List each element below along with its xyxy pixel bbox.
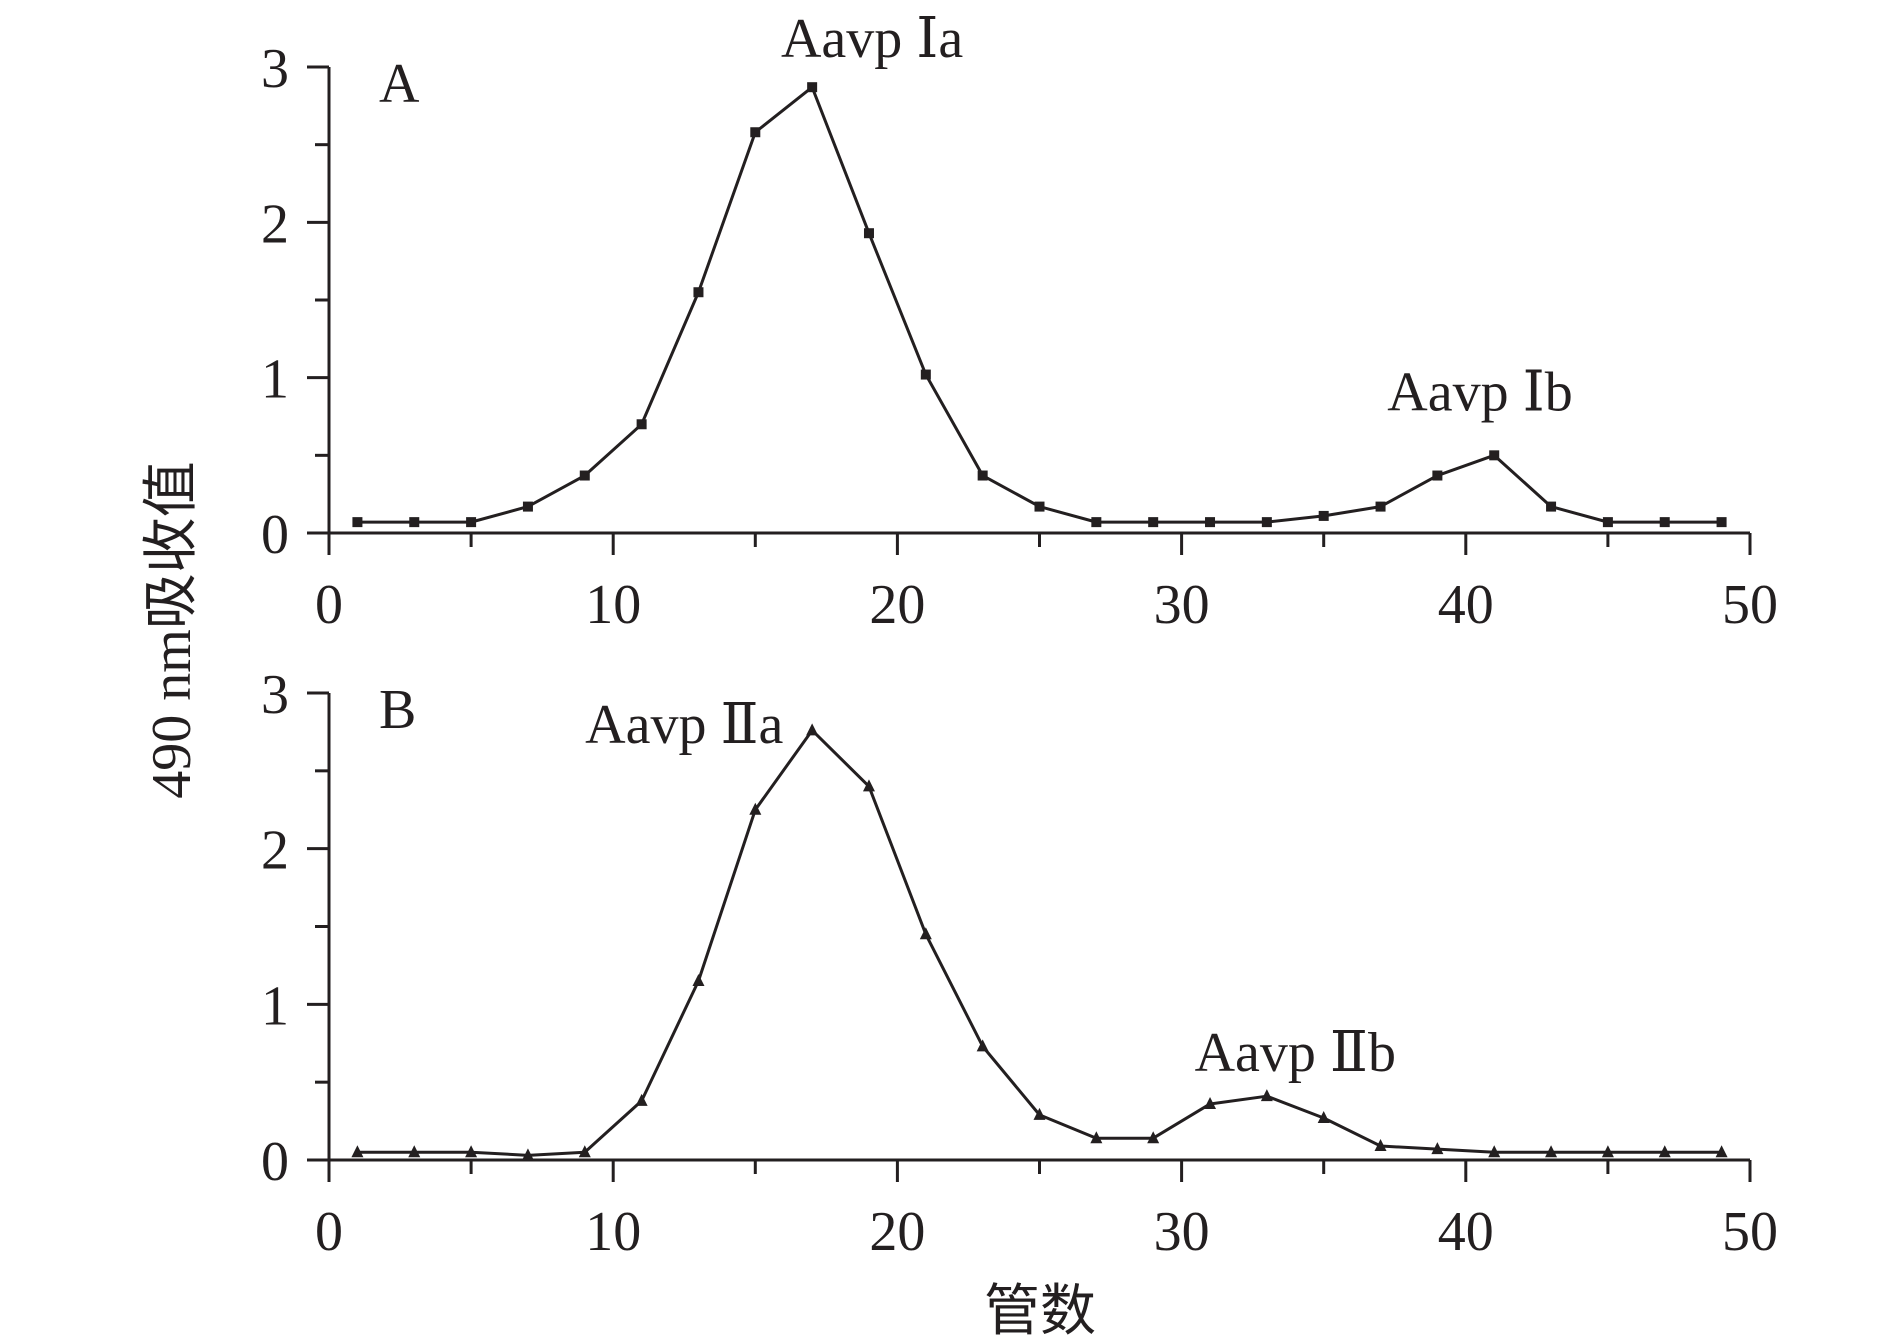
data-point xyxy=(1091,517,1102,528)
data-point xyxy=(1601,1145,1614,1158)
x-tick-label: 0 xyxy=(315,574,343,636)
peak-annotation: Aavp Ⅱb xyxy=(1195,1022,1396,1084)
data-point xyxy=(465,1145,478,1158)
y-tick-label: 0 xyxy=(261,504,289,566)
data-point xyxy=(863,228,874,239)
data-point xyxy=(1261,517,1272,528)
y-tick-label: 3 xyxy=(261,664,289,726)
data-point xyxy=(806,723,819,736)
y-tick-label: 2 xyxy=(261,193,289,255)
data-point xyxy=(1546,501,1557,512)
data-point xyxy=(1148,517,1159,528)
data-point xyxy=(862,779,875,792)
data-point xyxy=(521,1148,534,1161)
data-point xyxy=(1205,517,1216,528)
x-axis-label: 管数 xyxy=(984,1281,1096,1341)
x-tick-label: 50 xyxy=(1722,574,1778,636)
series-line xyxy=(357,85,1722,524)
data-point xyxy=(1090,1131,1103,1144)
data-point xyxy=(1147,1131,1160,1144)
data-point xyxy=(1431,1142,1444,1155)
data-point xyxy=(1317,1110,1330,1123)
y-tick-label: 1 xyxy=(261,975,289,1037)
y-tick-label: 3 xyxy=(261,38,289,100)
data-point xyxy=(1033,1107,1046,1120)
panel-B: 0 10 20 30 40 50 0 1 2 3 B Aavp Ⅱa Aavp Ⅱb xyxy=(261,664,1778,1263)
data-point xyxy=(351,1145,364,1158)
x-tick-label: 30 xyxy=(1154,574,1210,636)
data-point xyxy=(1374,1138,1387,1151)
x-tick-label: 50 xyxy=(1722,1201,1778,1263)
y-axis-label: 490 nm吸收值 xyxy=(141,461,203,799)
data-point xyxy=(636,419,647,430)
series-line xyxy=(357,728,1722,1157)
data-point xyxy=(976,1039,989,1052)
data-point xyxy=(635,1093,648,1106)
x-tick-label: 20 xyxy=(869,574,925,636)
data-point xyxy=(749,802,762,815)
peak-annotation: Aavp Ⅱa xyxy=(585,694,783,756)
data-point xyxy=(750,127,761,138)
data-point xyxy=(1545,1145,1558,1158)
peak-annotation: Aavp Ⅰb xyxy=(1387,361,1572,423)
data-point xyxy=(1715,1145,1728,1158)
data-point xyxy=(579,470,590,481)
data-point xyxy=(408,1145,421,1158)
y-tick-label: 0 xyxy=(261,1131,289,1193)
x-tick-label: 20 xyxy=(869,1201,925,1263)
data-point xyxy=(692,973,705,986)
data-point xyxy=(1488,1145,1501,1158)
x-tick-label: 10 xyxy=(585,574,641,636)
x-tick-label: 40 xyxy=(1438,574,1494,636)
x-tick-label: 10 xyxy=(585,1201,641,1263)
x-tick-label: 0 xyxy=(315,1201,343,1263)
data-point xyxy=(466,517,477,528)
y-tick-label: 1 xyxy=(261,349,289,411)
data-point xyxy=(1658,1145,1671,1158)
data-point xyxy=(1489,450,1500,461)
data-point xyxy=(977,470,988,481)
data-point xyxy=(522,501,533,512)
data-point xyxy=(920,369,931,380)
panel-label: B xyxy=(379,679,416,741)
data-point xyxy=(1432,470,1443,481)
data-point xyxy=(1204,1096,1217,1109)
data-point xyxy=(1375,501,1386,512)
data-point xyxy=(1602,517,1613,528)
data-point xyxy=(409,517,420,528)
peak-annotation: Aavp Ⅰa xyxy=(781,8,963,70)
data-point xyxy=(693,287,704,298)
data-point xyxy=(1260,1089,1273,1102)
data-point xyxy=(1318,510,1329,521)
data-point xyxy=(352,517,363,528)
y-tick-label: 2 xyxy=(261,820,289,882)
data-point xyxy=(1034,501,1045,512)
data-point xyxy=(578,1145,591,1158)
x-tick-label: 40 xyxy=(1438,1201,1494,1263)
panel-A: 0 10 20 30 40 50 0 1 2 3 A Aavp Ⅰa Aavp Ⅰb xyxy=(261,8,1778,636)
panel-label: A xyxy=(379,53,420,115)
data-point xyxy=(807,82,818,93)
x-tick-label: 30 xyxy=(1154,1201,1210,1263)
data-point xyxy=(919,927,932,940)
data-point xyxy=(1659,517,1670,528)
data-point xyxy=(1716,517,1727,528)
